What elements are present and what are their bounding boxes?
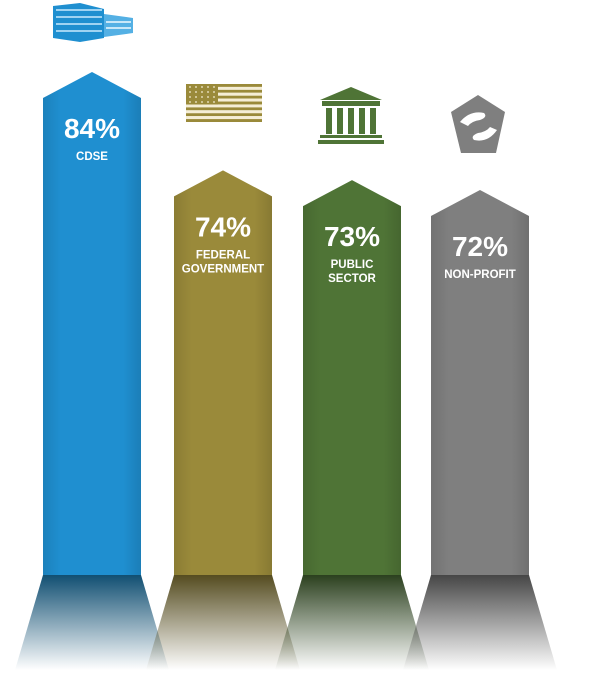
- hands-pentagon-icon: [451, 95, 505, 153]
- category-label-public-sector-line2: SECTOR: [328, 273, 376, 285]
- bar-shading-public-sector: [303, 180, 401, 575]
- value-label-non-profit: 72%: [452, 231, 508, 262]
- category-label-non-profit: NON-PROFIT: [444, 269, 516, 281]
- bar-shading-federal-government: [174, 170, 272, 576]
- bar-shadow-cdse: [15, 575, 169, 670]
- bar-shadow-non-profit: [403, 575, 557, 670]
- category-label-public-sector-line1: PUBLIC: [331, 259, 374, 271]
- us-flag-icon: [186, 84, 262, 122]
- category-label-federal-government-line2: GOVERNMENT: [182, 263, 264, 275]
- bar-shading-non-profit: [431, 190, 529, 575]
- value-label-cdse: 84%: [64, 113, 120, 144]
- building-icon: [53, 3, 133, 42]
- bar-shadow-public-sector: [275, 575, 429, 670]
- value-label-public-sector: 73%: [324, 221, 380, 252]
- government-building-icon: [318, 87, 384, 144]
- category-label-cdse: CDSE: [76, 151, 108, 163]
- value-label-federal-government: 74%: [195, 211, 251, 242]
- bar-shadow-federal-government: [146, 575, 300, 670]
- category-label-federal-government-line1: FEDERAL: [196, 249, 250, 261]
- bar-shading-cdse: [43, 72, 141, 575]
